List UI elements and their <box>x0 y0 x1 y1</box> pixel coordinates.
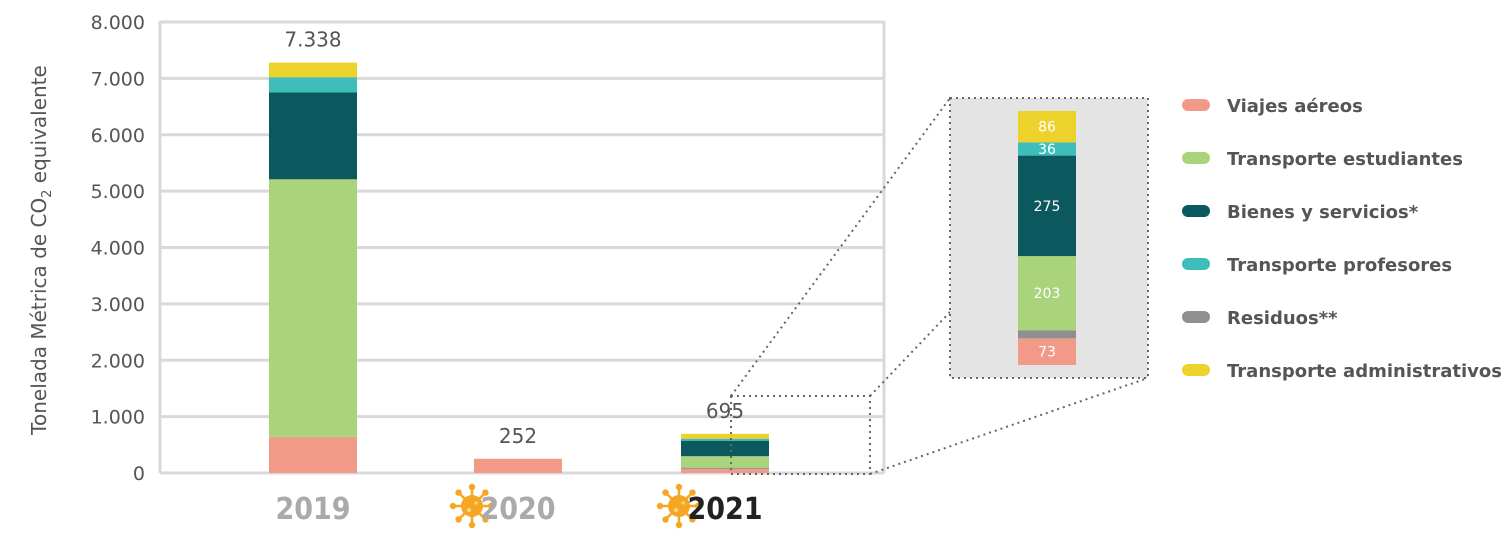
virus-spike-tip <box>675 483 683 491</box>
y-tick-label: 4.000 <box>91 238 145 260</box>
bar-segment <box>681 440 769 457</box>
y-axis-title-subscript: 2 <box>40 190 55 198</box>
inset-segment-label: 86 <box>1038 120 1056 136</box>
inset-bar-segment <box>1018 111 1076 143</box>
y-tick-label: 8.000 <box>91 12 145 34</box>
bar-total-label: 7.338 <box>284 28 341 52</box>
bar-segment <box>681 467 769 469</box>
legend-swatch <box>1182 311 1210 323</box>
y-tick-label: 3.000 <box>91 294 145 316</box>
virus-spike-tip <box>449 502 457 510</box>
x-category-label: 2019 <box>275 492 350 527</box>
inset-segment-label: 275 <box>1034 199 1061 215</box>
virus-spike-tip <box>675 521 683 529</box>
bar-segment <box>681 438 769 441</box>
virus-spike-tip <box>689 489 696 496</box>
bar-segment <box>681 433 769 439</box>
y-tick-label: 0 <box>133 463 145 485</box>
legend-swatch <box>1182 205 1210 217</box>
y-tick-label: 5.000 <box>91 181 145 203</box>
virus-spike-tip <box>482 516 489 523</box>
virus-spike-tip <box>487 502 495 510</box>
y-axis-title-suffix: equivalente <box>27 65 51 189</box>
zoom-inset-border <box>949 97 1149 379</box>
inset-segment-label: 203 <box>1034 286 1061 302</box>
virus-spike-tip <box>455 516 462 523</box>
bar-total-label: 252 <box>499 424 537 448</box>
virus-spot <box>474 501 478 505</box>
legend-label: Viajes aéreos <box>1227 96 1363 117</box>
y-axis-title-main: Tonelada Métrica de CO <box>27 198 51 436</box>
y-tick-label: 2.000 <box>91 350 145 372</box>
legend-label: Residuos** <box>1227 308 1338 329</box>
bar-segment <box>269 92 357 180</box>
inset-bar-segment <box>1018 338 1076 365</box>
virus-spike-tip <box>468 483 476 491</box>
bar-segment <box>681 468 769 473</box>
y-tick-label: 6.000 <box>91 125 145 147</box>
bar-segment <box>269 77 357 93</box>
virus-spike-tip <box>662 489 669 496</box>
legend-swatch <box>1182 99 1210 111</box>
virus-spot <box>467 508 471 512</box>
inset-segment-label: 36 <box>1038 142 1056 158</box>
virus-body <box>668 495 690 517</box>
bar-segment <box>474 458 562 473</box>
bar-segment <box>269 436 357 473</box>
legend-swatch <box>1182 152 1210 164</box>
virus-spike-tip <box>656 502 664 510</box>
legend-label: Bienes y servicios* <box>1227 202 1419 223</box>
y-tick-label: 7.000 <box>91 68 145 90</box>
x-category-label: 2021 <box>687 492 762 527</box>
legend-label: Transporte administrativos <box>1227 361 1502 382</box>
x-category-label: 2020 <box>480 492 555 527</box>
legend-label: Transporte profesores <box>1227 255 1452 276</box>
bar-segment <box>681 456 769 468</box>
virus-spike-tip <box>689 516 696 523</box>
virus-spot <box>674 508 678 512</box>
virus-spot <box>681 501 685 505</box>
virus-spike-tip <box>468 521 476 529</box>
legend-swatch <box>1182 258 1210 270</box>
virus-spike-tip <box>455 489 462 496</box>
virus-spike-tip <box>482 489 489 496</box>
virus-icon <box>656 483 702 529</box>
inset-bar-segment <box>1018 155 1076 257</box>
zoom-connector-line <box>730 97 951 397</box>
bar-total-label: 695 <box>706 399 744 423</box>
inset-bar-segment <box>1018 256 1076 331</box>
legend-swatch <box>1182 364 1210 376</box>
inset-bar-segment <box>1018 330 1076 339</box>
bar-segment <box>269 62 357 78</box>
virus-spike-tip <box>694 502 702 510</box>
legend-label: Transporte estudiantes <box>1227 149 1463 170</box>
virus-icon <box>449 483 495 529</box>
inset-segment-label: 73 <box>1038 345 1056 361</box>
inset-bar-segment <box>1018 142 1076 156</box>
bar-segment <box>269 179 357 437</box>
y-axis-title: Tonelada Métrica de CO2 equivalente <box>27 65 55 436</box>
zoom-connector-line <box>869 377 1149 475</box>
virus-spike-tip <box>662 516 669 523</box>
virus-body <box>461 495 483 517</box>
zoom-connector-line <box>869 311 951 397</box>
y-tick-label: 1.000 <box>91 407 145 429</box>
